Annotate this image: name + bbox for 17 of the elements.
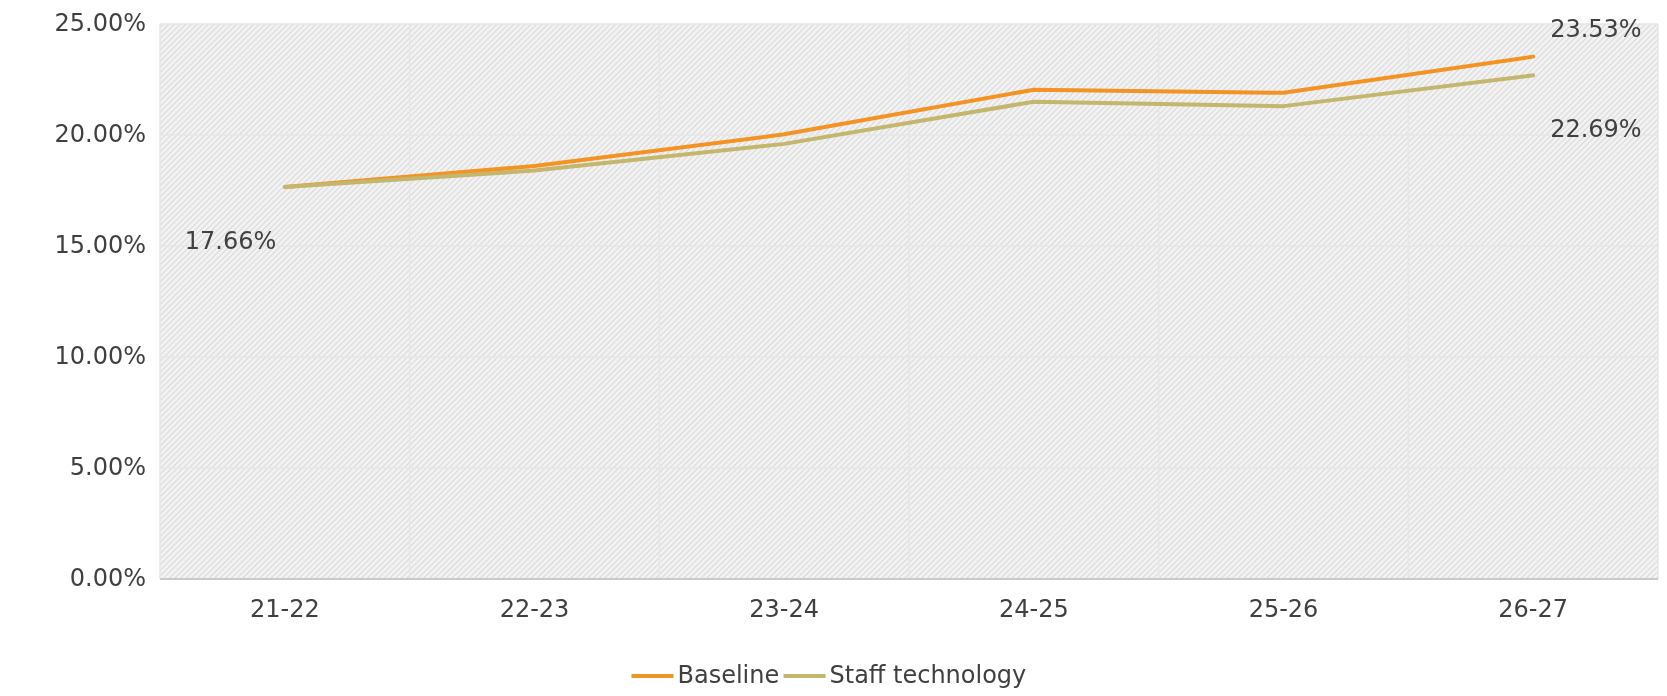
- y-tick-label: 25.00%: [54, 9, 146, 37]
- data-label: 23.53%: [1550, 14, 1642, 43]
- x-tick-label: 21-22: [249, 595, 320, 623]
- x-tick-label: 25-26: [1248, 595, 1319, 623]
- x-tick-label: 24-25: [998, 595, 1069, 623]
- x-tick-label: 26-27: [1498, 595, 1569, 623]
- y-tick-label: 20.00%: [54, 120, 146, 148]
- y-tick-label: 5.00%: [69, 453, 146, 481]
- data-label: 22.69%: [1550, 115, 1642, 144]
- legend-label: Baseline: [677, 661, 780, 689]
- y-tick-label: 15.00%: [54, 231, 146, 259]
- legend-label: Staff technology: [829, 661, 1027, 689]
- x-tick-label: 22-23: [499, 595, 570, 623]
- data-label: 17.66%: [184, 226, 277, 255]
- y-tick-label: 0.00%: [69, 564, 146, 592]
- y-tick-label: 10.00%: [54, 342, 146, 370]
- x-tick-label: 23-24: [749, 595, 820, 623]
